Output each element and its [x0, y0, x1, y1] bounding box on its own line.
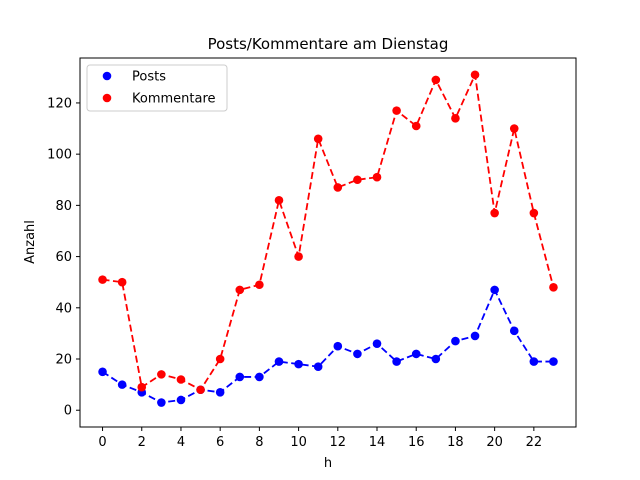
axes: 0 2 4 6 8 10 12 14 16 18 20 22 0 20 40 60 80 100 120 [47, 57, 577, 450]
x-tick-label: 16 [408, 435, 425, 450]
data-point-kommentare [313, 134, 323, 144]
x-tick-label: 8 [255, 435, 263, 450]
data-point-posts [509, 326, 519, 336]
x-tick-label: 18 [447, 435, 464, 450]
data-point-kommentare [215, 354, 225, 364]
data-point-kommentare [274, 195, 284, 205]
data-point-kommentare [372, 172, 382, 182]
x-axis-label: h [324, 456, 332, 471]
y-axis-label: Anzahl [23, 220, 38, 264]
data-point-posts [157, 398, 166, 407]
data-point-posts [470, 331, 480, 341]
chart-title: Posts/Kommentare am Dienstag [208, 35, 449, 53]
y-tick-label: 0 [64, 404, 72, 419]
legend: Posts Kommentare [86, 64, 228, 112]
data-point-posts [235, 372, 245, 382]
data-point-posts [353, 349, 362, 359]
data-point-kommentare [235, 285, 245, 295]
data-point-posts [215, 388, 225, 397]
data-point-kommentare [411, 121, 421, 131]
x-tick-label: 22 [526, 435, 543, 450]
data-point-posts [274, 357, 284, 366]
data-point-kommentare [255, 280, 264, 290]
x-tick-label: 2 [138, 435, 146, 450]
data-point-posts [255, 372, 264, 382]
y-tick-label: 100 [47, 148, 72, 163]
data-point-kommentare [490, 208, 499, 218]
data-point-kommentare [470, 70, 480, 80]
data-point-kommentare [353, 175, 362, 185]
data-point-posts [294, 359, 303, 369]
legend-marker-kommentare [102, 93, 112, 103]
y-tick-label: 20 [55, 353, 72, 368]
y-tick-label: 60 [55, 250, 72, 265]
y-tick-label: 40 [55, 301, 72, 316]
data-point-kommentare [196, 385, 205, 395]
data-point-posts [529, 357, 539, 366]
data-point-kommentare [176, 375, 186, 384]
legend-label-posts: Posts [132, 70, 166, 85]
y-tick-label: 80 [55, 199, 72, 214]
x-tick-label: 6 [216, 435, 224, 450]
plot-area [98, 70, 558, 407]
data-point-posts [490, 285, 499, 295]
legend-label-kommentare: Kommentare [132, 92, 216, 107]
data-point-posts [451, 336, 460, 346]
legend-box [86, 64, 228, 112]
x-tick-label: 12 [330, 435, 347, 450]
data-point-kommentare [333, 183, 343, 192]
data-point-kommentare [529, 208, 539, 218]
x-tick-label: 14 [369, 435, 386, 450]
axes-frame [79, 57, 577, 428]
data-point-kommentare [294, 252, 303, 261]
data-point-posts [431, 354, 441, 364]
x-tick-label: 10 [290, 435, 307, 450]
data-point-posts [392, 357, 401, 366]
data-point-posts [333, 341, 343, 351]
data-point-kommentare [509, 124, 519, 133]
x-tick-label: 4 [177, 435, 185, 450]
y-tick-label: 120 [47, 96, 72, 111]
data-point-kommentare [98, 275, 107, 284]
data-point-posts [549, 357, 558, 366]
series-line-posts [102, 287, 554, 404]
data-point-kommentare [549, 283, 558, 292]
data-point-posts [313, 362, 323, 372]
data-point-kommentare [137, 382, 147, 392]
data-point-kommentare [392, 106, 401, 115]
x-tick-label: 0 [98, 435, 106, 450]
data-point-posts [176, 395, 186, 405]
data-point-posts [372, 339, 382, 348]
series-line-kommentare [102, 71, 555, 391]
x-tick-label: 20 [486, 435, 503, 450]
data-point-kommentare [431, 75, 441, 85]
data-point-kommentare [451, 114, 460, 123]
data-point-posts [411, 349, 421, 359]
data-point-posts [117, 380, 127, 389]
data-point-posts [98, 367, 107, 377]
data-point-kommentare [157, 370, 166, 379]
legend-marker-posts [102, 71, 112, 81]
data-point-kommentare [117, 277, 127, 287]
